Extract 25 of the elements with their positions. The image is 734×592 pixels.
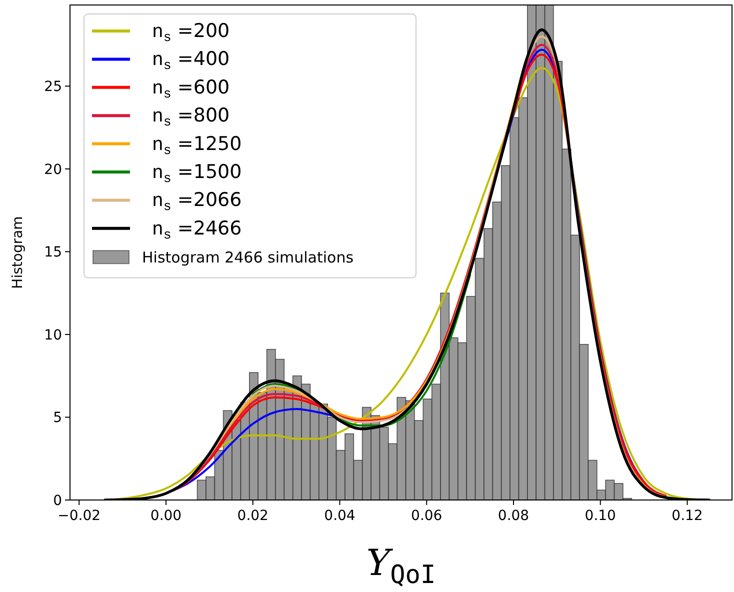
x-tick-label: 0.02 (237, 508, 268, 524)
y-tick-label: 10 (44, 327, 62, 344)
legend-label: n$_{s}$ =800 (152, 104, 230, 130)
x-tick-label: −0.02 (58, 508, 101, 524)
y-tick-label: 15 (44, 244, 62, 261)
legend-label: n$_{s}$ =2066 (152, 189, 242, 214)
legend-label: n$_{s}$ =200 (152, 20, 230, 45)
x-tick-label: 0.10 (584, 508, 616, 524)
y-tick-label: 0 (53, 493, 62, 509)
x-axis-title: Y$_{QoI}$ (366, 543, 436, 588)
x-tick-label: 0.12 (672, 508, 703, 524)
legend-label: Histogram 2466 simulations (142, 248, 354, 267)
y-tick-label: 25 (44, 79, 62, 96)
y-tick-label: 20 (44, 162, 62, 178)
legend-label: n$_{s}$ =1500 (152, 161, 242, 186)
y-axis-title: Histogram (10, 216, 26, 289)
legend-label: n$_{s}$ =600 (152, 76, 230, 102)
legend-label: n$_{s}$ =1250 (152, 132, 242, 158)
x-tick-label: 0.04 (324, 508, 356, 524)
legend-label: n$_{s}$ =2466 (152, 217, 242, 242)
x-tick-label: 0.06 (411, 508, 442, 524)
x-tick-label: 0.00 (150, 508, 182, 524)
y-tick-label: 5 (53, 410, 62, 426)
x-tick-label: 0.08 (498, 508, 530, 524)
legend-label: n$_{s}$ =400 (152, 48, 230, 74)
